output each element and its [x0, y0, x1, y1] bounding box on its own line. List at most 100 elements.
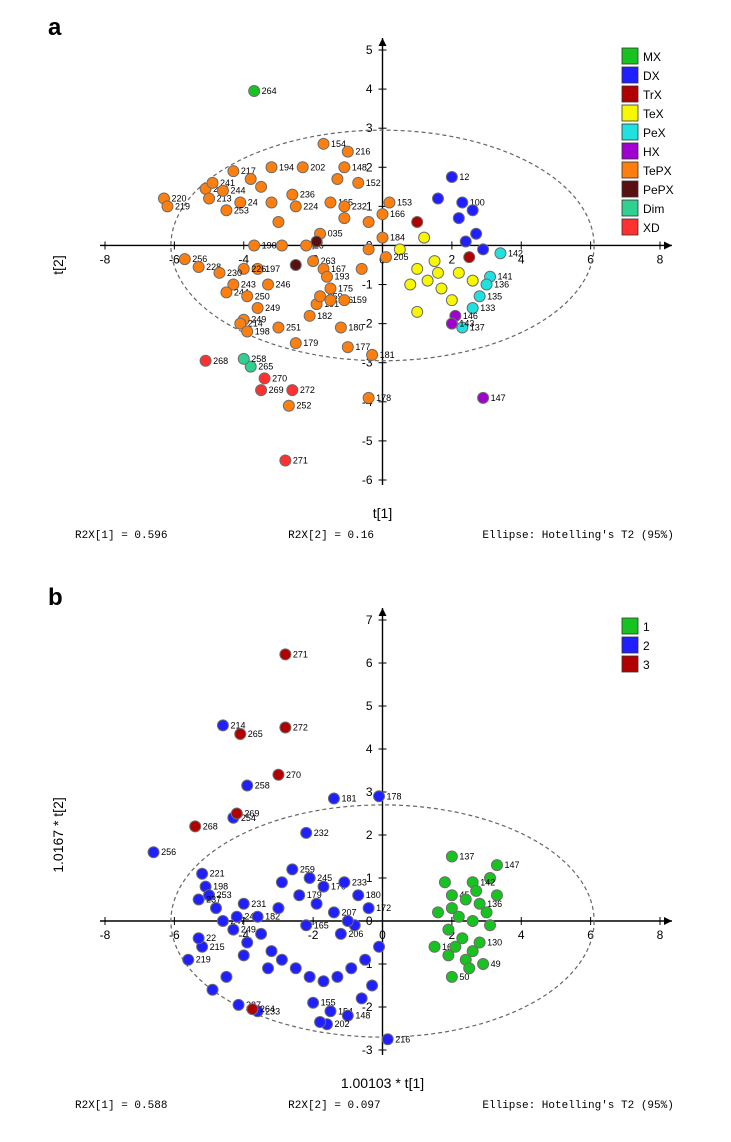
data-point: [446, 890, 457, 901]
data-point: [443, 924, 454, 935]
data-point: [446, 318, 457, 329]
data-point: [287, 189, 298, 200]
data-point-label: 147: [491, 393, 506, 403]
data-point-label: 136: [494, 280, 509, 290]
data-point: [460, 236, 471, 247]
data-point: [197, 868, 208, 879]
data-point: [263, 279, 274, 290]
data-point-label: 249: [241, 925, 256, 935]
data-point: [339, 877, 350, 888]
data-point: [464, 252, 475, 263]
data-point-label: 135: [487, 291, 502, 301]
data-point: [342, 342, 353, 353]
data-point-label: 216: [355, 147, 370, 157]
x-axis-label: 1.00103 * t[1]: [341, 1075, 424, 1091]
data-point: [256, 385, 267, 396]
svg-text:0: 0: [366, 914, 373, 928]
data-point: [491, 890, 502, 901]
data-point-label: 269: [244, 809, 259, 819]
data-point: [235, 728, 246, 739]
data-point-label: 22: [206, 933, 216, 943]
data-point-label: 270: [286, 770, 301, 780]
data-point: [363, 392, 374, 403]
data-point: [238, 898, 249, 909]
data-point: [287, 864, 298, 875]
data-point: [325, 197, 336, 208]
data-point: [325, 283, 336, 294]
legend-swatch: [622, 48, 638, 64]
data-point: [433, 907, 444, 918]
data-point: [377, 232, 388, 243]
legend-label: TrX: [643, 88, 662, 102]
data-point: [374, 791, 385, 802]
data-point-label: 224: [303, 201, 318, 211]
data-point-label: 202: [335, 1019, 350, 1029]
data-point: [363, 244, 374, 255]
svg-text:3: 3: [366, 785, 373, 799]
data-point-label: 194: [279, 162, 294, 172]
data-point-label: 269: [269, 385, 284, 395]
data-point: [304, 971, 315, 982]
data-point: [360, 954, 371, 965]
data-point-label: 181: [380, 350, 395, 360]
data-point: [214, 267, 225, 278]
data-point-label: 035: [328, 229, 343, 239]
data-point: [325, 1006, 336, 1017]
data-point: [231, 808, 242, 819]
data-point: [474, 291, 485, 302]
data-point: [266, 162, 277, 173]
data-point: [249, 86, 260, 97]
data-point: [276, 240, 287, 251]
data-point: [367, 349, 378, 360]
data-point-label: 180: [348, 323, 363, 333]
data-point: [353, 890, 364, 901]
data-point: [332, 971, 343, 982]
data-point: [290, 338, 301, 349]
figure-container: { "panelA": { "label": "a", "caption_lef…: [0, 0, 731, 1142]
data-point: [221, 971, 232, 982]
data-point-label: 219: [175, 201, 190, 211]
legend-label: HX: [643, 145, 660, 159]
data-point: [217, 720, 228, 731]
data-point: [207, 177, 218, 188]
data-point: [353, 177, 364, 188]
data-point-label: 246: [276, 280, 291, 290]
svg-text:-2: -2: [362, 317, 373, 331]
legend-label: Dim: [643, 202, 664, 216]
data-point: [148, 847, 159, 858]
data-point: [363, 903, 374, 914]
data-point: [204, 193, 215, 204]
data-point-label: 142: [508, 248, 523, 258]
data-point: [446, 295, 457, 306]
data-point: [419, 232, 430, 243]
legend-label: TeX: [643, 107, 664, 121]
data-point-label: 148: [352, 162, 367, 172]
svg-text:-5: -5: [362, 434, 373, 448]
data-point-label: 205: [393, 252, 408, 262]
legend-label: 2: [643, 639, 650, 653]
data-point: [342, 916, 353, 927]
data-point: [221, 205, 232, 216]
caption-ellipse: Ellipse: Hotelling's T2 (95%): [482, 1100, 673, 1112]
data-point: [339, 162, 350, 173]
data-point: [436, 283, 447, 294]
data-point: [342, 146, 353, 157]
data-point: [460, 894, 471, 905]
data-point-label: 147: [504, 860, 519, 870]
data-point: [287, 385, 298, 396]
data-point: [273, 217, 284, 228]
legend-swatch: [622, 656, 638, 672]
data-point: [301, 240, 312, 251]
data-point: [339, 295, 350, 306]
data-point: [273, 322, 284, 333]
data-point: [339, 213, 350, 224]
legend-swatch: [622, 219, 638, 235]
data-point-label: 265: [248, 729, 263, 739]
data-point-label: 264: [262, 86, 277, 96]
data-point-label: 12: [459, 172, 469, 182]
data-point-label: 271: [293, 649, 308, 659]
panel-b: -8-6-4-202468-3-2-1012345671371471424513…: [30, 580, 710, 1140]
data-point: [276, 954, 287, 965]
data-point-label: 272: [293, 723, 308, 733]
data-point: [266, 946, 277, 957]
